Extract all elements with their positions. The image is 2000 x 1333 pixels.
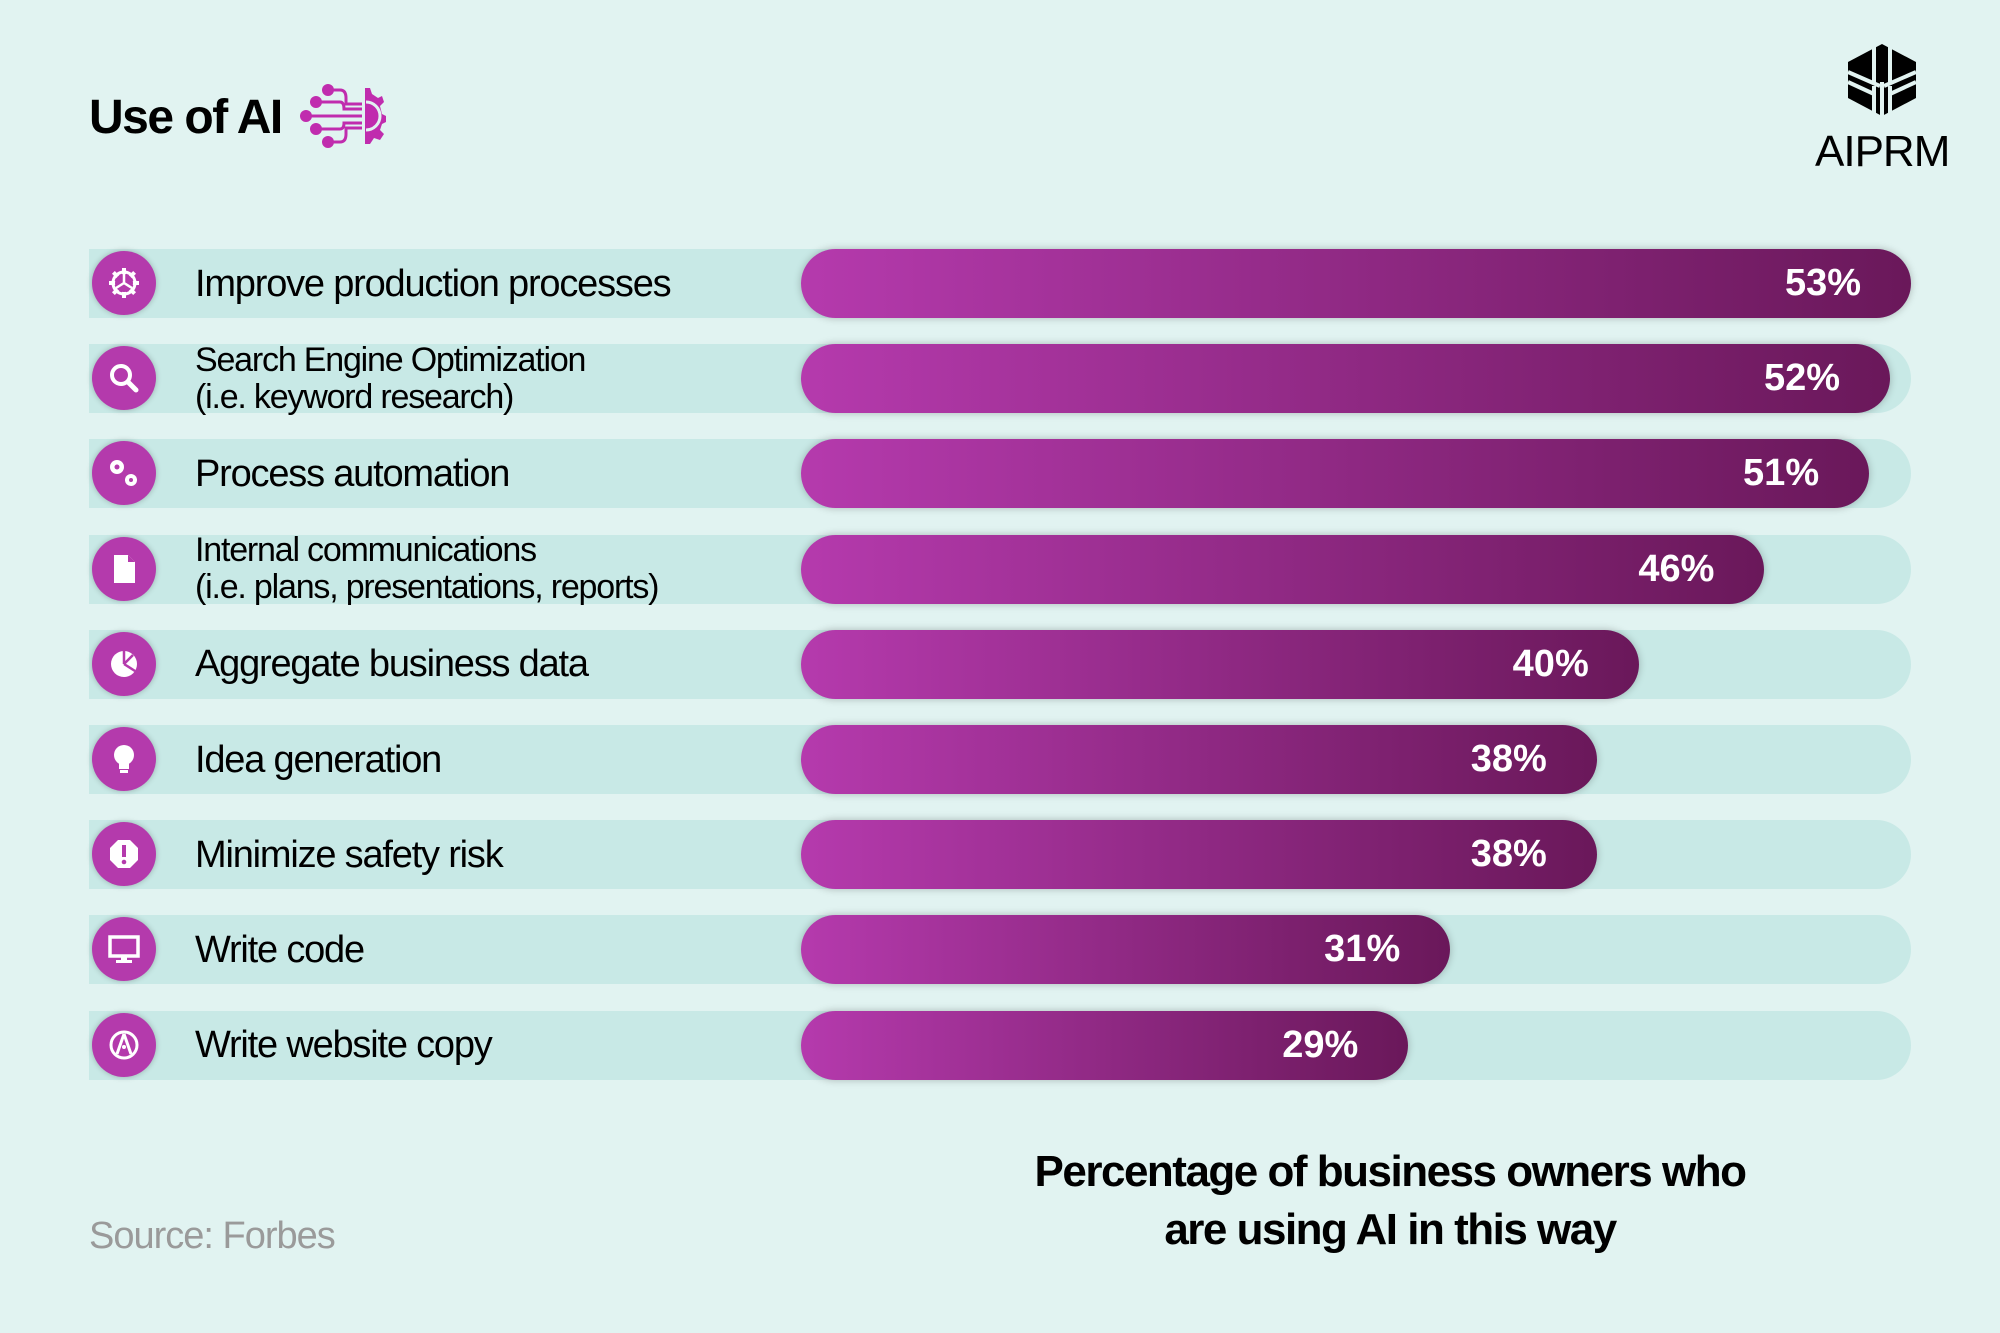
category-icon-badge [92,631,156,696]
warning-icon [110,840,138,869]
category-label-line: Improve production processes [195,262,672,305]
data-label: 46% [1638,547,1715,590]
data-label: 38% [1470,738,1547,780]
category-label: Process automation [195,439,510,508]
data-label: 51% [1743,452,1820,495]
aiprm-logo-icon [1847,44,1918,116]
category-label: Idea generation [195,725,442,794]
data-label: 29% [1282,1023,1359,1066]
category-label-line: Minimize safety risk [195,833,504,876]
category-label: Improve production processes [195,249,672,318]
bar-row: Search Engine Optimization (i.e. keyword … [89,340,1911,416]
category-label: Aggregate business data [195,630,589,699]
category-icon-badge [92,1012,156,1077]
bar-row: Idea generation 38% [89,725,1911,794]
data-label: 38% [1470,833,1547,876]
bar: 29% [801,1010,1409,1080]
document-icon [114,554,135,583]
category-label-line: Idea generation [195,738,442,781]
bar-row: Write code 31% [89,915,1911,985]
category-label-line: Process automation [195,452,510,495]
lightbulb-icon [114,745,134,773]
bar: 51% [801,439,1870,509]
data-label: 53% [1784,262,1861,304]
category-label: Write website copy [195,1011,493,1080]
category-label: Search Engine Optimization (i.e. keyword … [195,340,586,416]
category-label-line: Aggregate business data [195,643,589,686]
bar: 31% [801,915,1451,985]
category-label: Internal communications (i.e. plans, pres… [195,531,659,607]
category-icon-badge [92,536,156,601]
pie-chart-icon [111,650,137,677]
category-label-line: Write website copy [195,1024,493,1067]
aiprm-logo: AIPRM [1815,42,1950,177]
bar-row: Improve production processes 53% [89,249,1911,318]
source-note: Source: Forbes [89,1215,336,1257]
gears-icon [110,460,137,487]
category-icon-badge [92,441,156,506]
category-icon-badge [92,917,156,982]
category-label-line: Search Engine Optimization [195,340,586,379]
category-label: Write code [195,915,365,984]
category-icon-badge [92,251,156,315]
bar-row: Process automation 51% [89,439,1911,509]
category-icon-badge [92,346,156,411]
bar: 38% [801,725,1597,794]
logo-text: AIPRM [1815,127,1950,176]
category-label-line: Internal communications [195,531,537,570]
data-label: 40% [1512,642,1589,685]
bar-row: Minimize safety risk 38% [89,820,1911,890]
bar: 46% [801,534,1765,604]
category-label-line: (i.e. keyword research) [195,377,514,416]
caption-line: are using AI in this way [1164,1205,1617,1254]
chart-title: Use of AI [89,91,283,144]
bar: 53% [801,249,1911,318]
data-label: 31% [1324,928,1401,971]
category-label-line: (i.e. plans, presentations, reports) [195,568,659,607]
monitor-icon [108,935,140,964]
ai-circuit-gear-icon [300,84,386,148]
bar: 38% [801,820,1597,890]
category-label: Minimize safety risk [195,820,504,889]
gear-icon [109,268,139,298]
category-icon-badge [92,727,156,791]
data-label: 52% [1763,357,1841,400]
bar: 52% [801,344,1891,414]
bar-row: Write website copy 29% [89,1010,1911,1080]
category-icon-badge [92,822,156,887]
bar-row: Aggregate business data 40% [89,629,1911,699]
bar-row: Internal communications (i.e. plans, pres… [89,531,1911,607]
category-label-line: Write code [195,928,365,971]
bar: 40% [801,629,1639,699]
pen-nib-icon [109,1030,139,1060]
chart-caption: Percentage of business owners who are us… [940,1143,1840,1259]
search-icon [110,364,139,393]
caption-line: Percentage of business owners who [1034,1147,1747,1196]
